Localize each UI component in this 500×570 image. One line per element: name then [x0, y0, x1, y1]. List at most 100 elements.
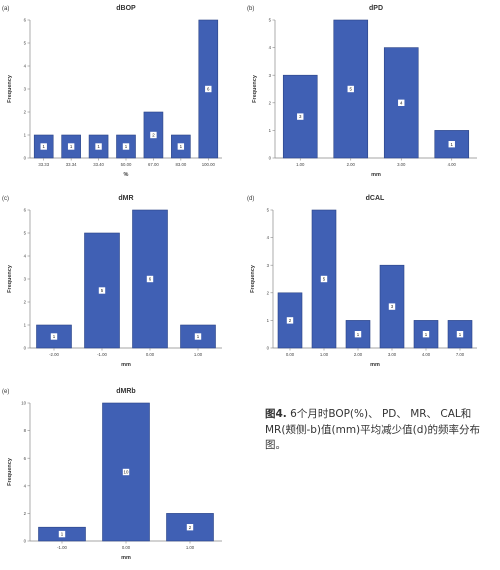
data-label: 1: [451, 142, 454, 147]
x-tick-label: 3.00: [388, 352, 397, 357]
x-tick-label: 33.33: [38, 162, 49, 167]
data-label-box: [398, 99, 405, 106]
y-tick-label: 5: [269, 18, 272, 23]
y-axis-label: Frequency: [7, 74, 13, 103]
data-label-box: [95, 143, 102, 150]
data-label-box: [422, 331, 430, 338]
panel-label: (a): [2, 6, 9, 12]
data-label-box: [286, 317, 294, 324]
chart-title: dMRb: [116, 388, 135, 395]
chart-svg-c: (c) dMR 0 1 2 3 4 5 6 Frequency 1 -2.00 5 -1.00 6 0.00 1…: [2, 195, 222, 368]
data-label: 2: [152, 133, 155, 138]
y-tick-label: 10: [21, 401, 26, 406]
chart-panel-dmr: (c) dMR 0 1 2 3 4 5 6 Frequency 1 -2.00 5 -1.00 6 0.00 1…: [0, 190, 240, 375]
chart-svg-a: (a) dBOP 0 1 2 3 4 5 6 Frequency 1 33.33 1 33.34 1 33.4…: [2, 5, 222, 178]
y-axis-label: Frequency: [250, 264, 256, 293]
chart-title: dBOP: [116, 5, 136, 12]
y-tick-label: 5: [267, 208, 270, 213]
x-tick-label: -1.00: [97, 352, 107, 357]
data-label: 1: [61, 532, 64, 537]
data-label-box: [354, 331, 362, 338]
y-tick-label: 5: [24, 231, 27, 236]
y-tick-label: 0: [267, 346, 270, 351]
data-label-box: [122, 468, 130, 476]
y-tick-label: 3: [267, 263, 270, 268]
data-label-box: [320, 275, 328, 283]
data-label: 3: [299, 114, 302, 119]
chart-svg-e: (e) dMRb 0 2 4 6 8 10 Frequency 1 -1.00 10 0.00 2 1.00…: [2, 388, 222, 561]
x-axis-label: mm: [370, 362, 380, 368]
data-label: 1: [70, 144, 73, 149]
data-label: 3: [391, 304, 394, 309]
panel-label: (c): [2, 196, 9, 202]
y-tick-label: 4: [24, 483, 27, 488]
y-axis-label: Frequency: [252, 74, 258, 103]
y-tick-label: 3: [24, 87, 27, 92]
y-axis-label: Frequency: [7, 457, 13, 486]
y-tick-label: 2: [24, 300, 27, 305]
x-tick-label: 7.00: [456, 352, 465, 357]
y-tick-label: 2: [267, 290, 270, 295]
data-label: 4: [400, 100, 403, 105]
data-label-box: [122, 143, 130, 150]
y-tick-label: 3: [269, 73, 272, 78]
data-label: 5: [350, 87, 353, 92]
y-tick-label: 0: [24, 156, 27, 161]
data-label-box: [194, 333, 202, 340]
y-tick-label: 6: [24, 208, 27, 213]
data-label: 6: [207, 87, 210, 92]
x-tick-label: 33.34: [66, 162, 77, 167]
chart-panel-dcal: (d) dCAL 0 1 2 3 4 5 Frequency 2 0.00 5 1.00 1 2.00 3 3.…: [245, 190, 490, 375]
y-tick-label: 2: [24, 110, 27, 115]
x-tick-label: 4.00: [448, 162, 457, 167]
x-axis-label: %: [124, 172, 129, 178]
x-axis-label: mm: [121, 362, 131, 368]
chart-title: dPD: [369, 5, 383, 12]
x-tick-label: 2.00: [347, 162, 356, 167]
figure-caption: 图4. 6个月时BOP(%)、 PD、 MR、 CAL和MR(颊侧-b)值(mm…: [265, 407, 495, 454]
data-label-box: [58, 530, 66, 538]
y-tick-label: 4: [267, 235, 270, 240]
y-tick-label: 5: [24, 41, 27, 46]
data-label: 1: [97, 144, 100, 149]
x-tick-label: 0.00: [286, 352, 295, 357]
data-label-box: [50, 333, 58, 340]
data-label: 5: [101, 288, 104, 293]
data-label-box: [448, 141, 455, 148]
data-label: 6: [149, 277, 152, 282]
x-tick-label: 83.00: [175, 162, 186, 167]
data-label: 1: [197, 334, 200, 339]
y-tick-label: 6: [24, 456, 27, 461]
y-tick-label: 4: [24, 64, 27, 69]
x-tick-label: -2.00: [49, 352, 59, 357]
chart-svg-d: (d) dCAL 0 1 2 3 4 5 Frequency 2 0.00 5 1.00 1 2.00 3 3.…: [247, 195, 477, 368]
data-label-box: [186, 524, 194, 531]
data-label: 5: [323, 277, 326, 282]
data-label: 1: [425, 332, 428, 337]
x-tick-label: 2.00: [354, 352, 363, 357]
y-tick-label: 1: [24, 323, 27, 328]
data-label: 1: [459, 332, 462, 337]
x-tick-label: 50.00: [121, 162, 132, 167]
y-tick-label: 4: [24, 254, 27, 259]
y-tick-label: 8: [24, 428, 27, 433]
x-tick-label: -1.00: [57, 545, 67, 550]
data-label: 10: [124, 470, 129, 475]
data-label: 1: [53, 334, 56, 339]
chart-title: dMR: [118, 195, 133, 202]
y-tick-label: 2: [269, 100, 272, 105]
data-label-box: [456, 331, 464, 338]
panel-label: (d): [247, 196, 254, 202]
data-label-box: [297, 113, 304, 120]
y-tick-label: 1: [267, 318, 270, 323]
x-tick-label: 1.00: [320, 352, 329, 357]
data-label-box: [347, 85, 354, 93]
x-tick-label: 3.00: [397, 162, 406, 167]
panel-label: (b): [247, 6, 254, 12]
panel-label: (e): [2, 389, 9, 395]
data-label: 1: [357, 332, 360, 337]
figure-caption-label: 图4.: [265, 408, 287, 420]
chart-svg-b: (b) dPD 0 1 2 3 4 5 Frequency 3 1.00 5 2.00 4 3.00 1 4.0…: [247, 5, 477, 178]
data-label-box: [177, 143, 185, 150]
data-label: 1: [180, 144, 183, 149]
